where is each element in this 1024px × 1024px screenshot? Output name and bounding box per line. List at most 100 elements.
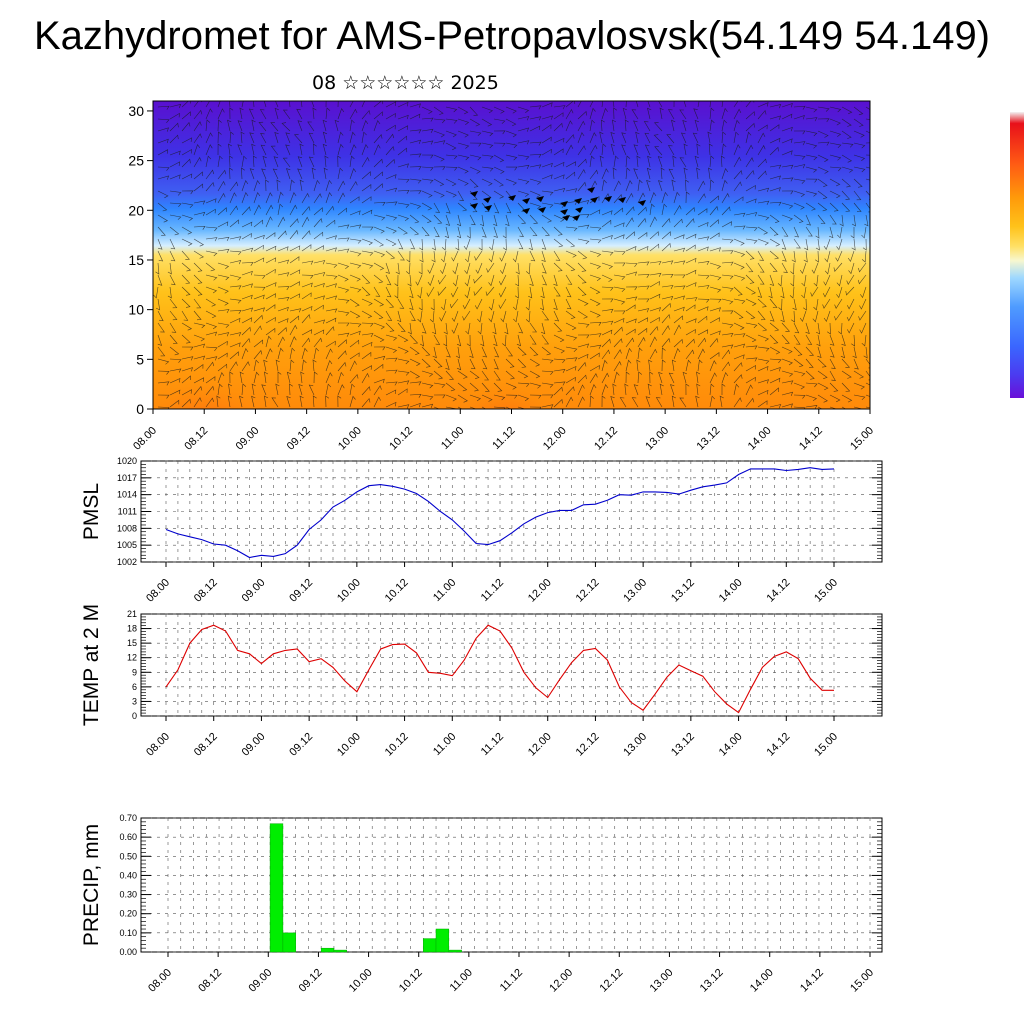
x-tick-label: 14.12 <box>797 425 825 453</box>
precip-bar <box>320 947 335 953</box>
wind-barb <box>349 286 362 293</box>
wind-barb <box>277 216 286 228</box>
wind-barb <box>817 346 822 358</box>
wind-barb <box>361 120 369 132</box>
wind-barb <box>228 143 233 156</box>
wind-barb <box>577 238 590 245</box>
wind-barb <box>553 238 564 248</box>
wind-barb <box>824 262 831 275</box>
wind-barb <box>277 336 285 348</box>
wind-barb <box>445 382 456 392</box>
wind-barb <box>477 322 483 335</box>
wind-barb <box>817 118 830 123</box>
wind-barb <box>781 403 793 408</box>
wind-barb <box>541 370 554 375</box>
wind-barb <box>289 308 302 313</box>
wind-barb <box>421 202 433 211</box>
wind-barb <box>577 199 590 205</box>
wind-barb <box>696 383 701 396</box>
x-tick-label: 10.12 <box>397 967 425 995</box>
wind-barb <box>829 382 839 392</box>
wind-barb <box>553 381 566 386</box>
x-tick-label: 13.12 <box>698 967 726 995</box>
wind-barb <box>505 370 515 380</box>
wind-barb <box>433 370 444 380</box>
wind-barb <box>721 322 734 329</box>
y-tick-label: 0.60 <box>119 832 137 842</box>
wind-barb <box>409 286 414 299</box>
wind-barb <box>456 334 462 347</box>
wind-barb <box>489 238 495 251</box>
wind-barb <box>361 262 374 269</box>
wind-barb <box>325 262 338 268</box>
wind-barb <box>301 192 310 204</box>
wind-barb <box>409 178 422 184</box>
wind-barb <box>469 370 480 379</box>
wind-barb <box>541 190 554 196</box>
wind-barb <box>361 298 373 306</box>
wind-barb <box>721 274 734 280</box>
wind-barb <box>625 328 636 336</box>
wind-barb <box>685 269 697 276</box>
wind-barb <box>415 274 423 286</box>
wind-barb <box>805 190 818 197</box>
wind-barb <box>697 193 706 204</box>
wind-barb <box>541 346 552 356</box>
x-tick-label: 13.00 <box>621 731 649 759</box>
wind-barb <box>577 250 588 260</box>
wind-barb <box>217 340 228 348</box>
wind-barb <box>829 406 838 409</box>
wind-barb <box>265 192 273 204</box>
wind-barb <box>824 250 831 263</box>
x-tick-label: 11.00 <box>439 425 466 452</box>
wind-barb <box>853 370 864 379</box>
wind-barb <box>612 383 617 396</box>
wind-barb <box>812 310 819 323</box>
wind-barb <box>217 119 222 132</box>
wind-barb <box>803 298 807 311</box>
wind-barb <box>801 274 807 287</box>
wind-barb <box>313 218 323 228</box>
wind-barb <box>589 101 594 108</box>
wind-barb <box>721 167 729 180</box>
wind-barb <box>841 358 851 368</box>
wind-barb <box>709 298 722 303</box>
wind-barb <box>229 107 234 120</box>
wind-barb <box>157 105 170 110</box>
wind-barb <box>721 344 734 349</box>
wind-barb <box>833 262 843 272</box>
wind-barb <box>445 202 451 214</box>
wind-barb <box>721 131 726 144</box>
wind-barb <box>553 226 563 236</box>
wind-barb <box>325 317 337 324</box>
wind-barb <box>816 334 821 347</box>
wind-barb <box>613 262 626 267</box>
wind-barb <box>361 226 374 231</box>
wind-barb <box>804 238 809 251</box>
wind-barb <box>443 322 448 335</box>
wind-barb <box>668 168 675 180</box>
wind-barb <box>205 376 216 384</box>
wind-barb <box>863 346 868 359</box>
wind-barb <box>644 132 651 144</box>
wind-barb <box>709 307 721 312</box>
wind-barb <box>229 371 234 384</box>
wind-barb <box>426 286 435 298</box>
wind-barb <box>325 247 337 252</box>
wind-barb <box>553 346 565 354</box>
wind-barb <box>781 346 793 354</box>
wind-barb <box>265 179 270 192</box>
wind-barb <box>457 190 465 201</box>
wind-barb <box>637 285 650 290</box>
wind-barb <box>553 369 566 374</box>
wind-barb <box>444 226 450 239</box>
wind-barb <box>733 322 745 330</box>
wind-barb <box>680 132 687 144</box>
wind-barb <box>745 122 755 132</box>
wind-barb <box>865 106 870 111</box>
wind-barb <box>313 193 322 204</box>
wind-barb <box>337 395 342 408</box>
wind-barb <box>692 132 699 144</box>
wind-barb <box>157 370 170 375</box>
wind-barb <box>517 127 530 132</box>
